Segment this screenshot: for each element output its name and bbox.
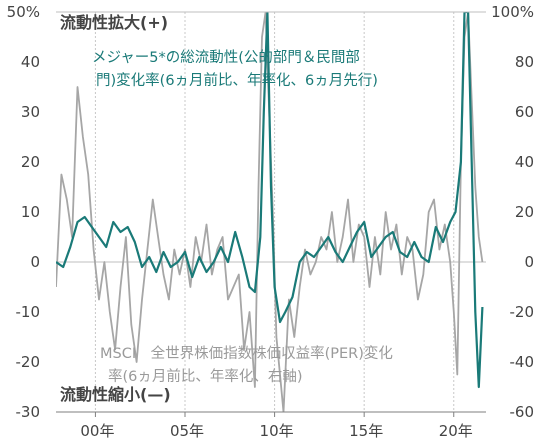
x-tick-label: 10年 [260, 422, 294, 440]
left-tick-label: -30 [16, 403, 41, 421]
liquidity-change-series [56, 12, 484, 389]
left-tick-label: 0 [30, 253, 40, 271]
teal-series-label-line1: メジャー5*の総流動性(公的部門＆民間部 [92, 49, 360, 66]
x-tick-label: 00年 [80, 422, 114, 440]
left-tick-label: 50% [7, 3, 40, 21]
right-tick-label: -60 [510, 403, 535, 421]
liquidity-change-line [56, 12, 484, 389]
right-tick-label: -20 [510, 303, 535, 321]
left-tick-label: -10 [16, 303, 41, 321]
left-tick-label: 40 [21, 53, 40, 71]
left-tick-label: 20 [21, 153, 40, 171]
right-tick-label: 20 [515, 203, 534, 221]
annotation-liquidity-contraction: 流動性縮小(—) [60, 385, 171, 404]
x-tick-label: 15年 [349, 422, 383, 440]
right-tick-label: 100% [491, 3, 534, 21]
annotation-liquidity-expansion: 流動性拡大(+) [60, 13, 168, 32]
gray-series-label-line1: MSCI 全世界株価指数株価収益率(PER)変化 [100, 344, 393, 362]
right-tick-label: 80 [515, 53, 534, 71]
teal-series-label-line2: 門)変化率(6ヵ月前比、年率化、6ヵ月先行) [96, 72, 378, 89]
right-tick-label: 0 [524, 253, 534, 271]
right-tick-label: 60 [515, 103, 534, 121]
right-axis-tick-labels: 100% 80 60 40 20 0 -20 -40 -60 [491, 3, 534, 421]
x-axis-tick-labels: 00年 05年 10年 15年 20年 [80, 422, 472, 440]
left-axis-tick-labels: 50% 40 30 20 10 0 -10 -20 -30 [7, 3, 40, 421]
left-tick-label: 10 [21, 203, 40, 221]
x-tick-label: 05年 [170, 422, 204, 440]
x-tick-label: 20年 [439, 422, 473, 440]
left-tick-label: -20 [16, 353, 41, 371]
left-tick-label: 30 [21, 103, 40, 121]
vertical-grid [94, 12, 455, 417]
gray-series-label-line2: 率(6ヵ月前比、年率化、右軸) [108, 368, 303, 385]
right-tick-label: 40 [515, 153, 534, 171]
right-tick-label: -40 [510, 353, 535, 371]
